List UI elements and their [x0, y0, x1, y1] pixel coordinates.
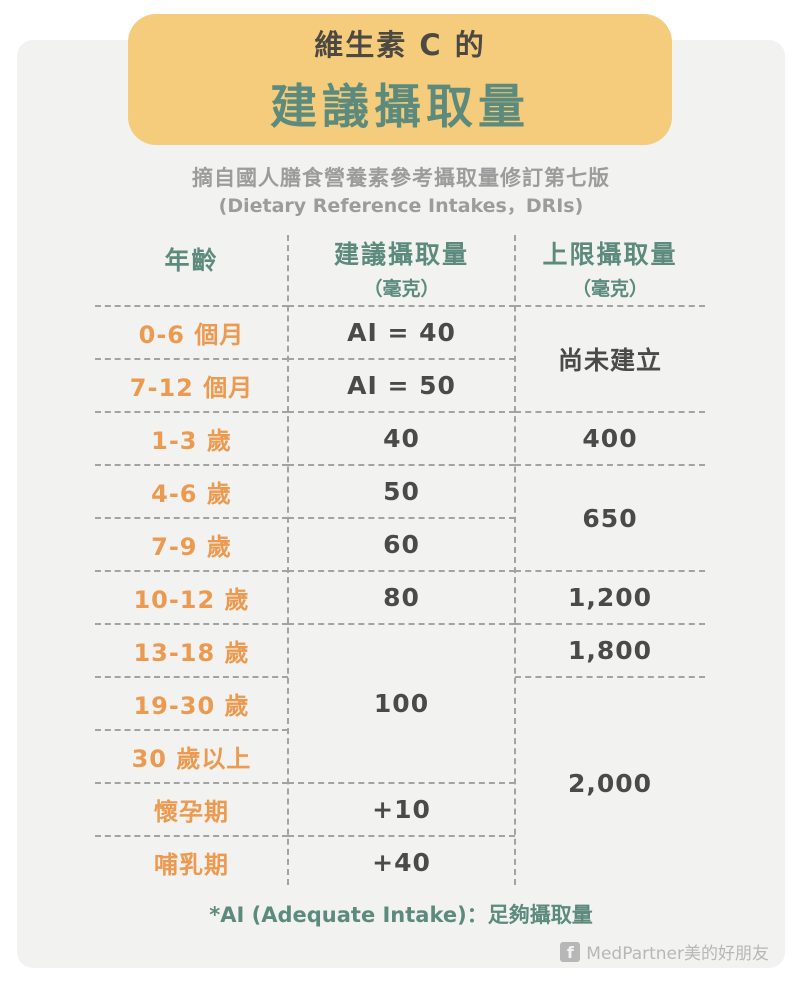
column-header-upper-limit: 上限攝取量 （毫克） — [515, 230, 705, 305]
age-cell: 1-3 歲 — [95, 411, 288, 464]
title-line1: 維生素 C 的 — [314, 28, 486, 62]
column-header-age: 年齡 — [164, 245, 219, 275]
age-cell: 0-6 個月 — [95, 305, 288, 358]
age-cell: 30 歲以上 — [95, 729, 288, 782]
subtitle-dris: (Dietary Reference Intakes，DRIs) — [218, 195, 584, 217]
upper-limit-value-cell: 650 — [515, 464, 705, 570]
recommended-value-cell: 40 — [288, 411, 515, 464]
recommended-value-cell: AI = 50 — [288, 358, 515, 411]
vitamin-c-intake-table: 年齡 建議攝取量 （毫克） 上限攝取量 （毫克） 0-6 個月 7-12 個月 1-… — [95, 230, 705, 888]
recommended-value-cell: 100 — [288, 623, 515, 782]
age-cell: 懷孕期 — [95, 782, 288, 835]
subtitle: 摘自國人膳食營養素參考攝取量修訂第七版 (Dietary Reference I… — [17, 164, 785, 220]
column-header-recommended-unit: （毫克） — [363, 277, 440, 300]
column-header-upper-limit-unit: （毫克） — [571, 277, 648, 300]
upper-limit-value-cell: 1,200 — [515, 570, 705, 623]
brand-name: MedPartner美的好朋友 — [586, 944, 769, 964]
recommended-value-cell: 50 — [288, 464, 515, 517]
title-line2: 建議攝取量 — [270, 80, 530, 135]
column-divider-2 — [514, 235, 516, 885]
upper-limit-value-cell: 尚未建立 — [515, 305, 705, 411]
age-cell: 7-9 歲 — [95, 517, 288, 570]
upper-limit-value-cell: 400 — [515, 411, 705, 464]
upper-limit-value-cell: 2,000 — [515, 676, 705, 888]
age-cell: 4-6 歲 — [95, 464, 288, 517]
upper-limit-value-cell: 1,800 — [515, 623, 705, 676]
recommended-value-cell: +40 — [288, 835, 515, 888]
recommended-value-cell: 60 — [288, 517, 515, 570]
age-cell: 10-12 歲 — [95, 570, 288, 623]
facebook-icon: f — [560, 941, 581, 962]
column-header-recommended: 建議攝取量 （毫克） — [288, 230, 515, 305]
age-cell: 13-18 歲 — [95, 623, 288, 676]
footnote: *AI (Adequate Intake)：足夠攝取量 — [209, 903, 593, 927]
column-header-upper-limit-label: 上限攝取量 — [542, 239, 678, 269]
recommended-value-cell: 80 — [288, 570, 515, 623]
age-cell: 7-12 個月 — [95, 358, 288, 411]
age-cell: 哺乳期 — [95, 835, 288, 888]
column-divider-1 — [287, 235, 289, 885]
subtitle-source: 摘自國人膳食營養素參考攝取量修訂第七版 — [192, 166, 610, 190]
title-box: 維生素 C 的 建議攝取量 — [128, 14, 672, 145]
infographic-card: 摘自國人膳食營養素參考攝取量修訂第七版 (Dietary Reference I… — [17, 40, 785, 968]
brand: f MedPartner美的好朋友 — [560, 939, 769, 964]
age-cell: 19-30 歲 — [95, 676, 288, 729]
column-header-recommended-label: 建議攝取量 — [333, 239, 469, 269]
recommended-value-cell: +10 — [288, 782, 515, 835]
recommended-value-cell: AI = 40 — [288, 305, 515, 358]
